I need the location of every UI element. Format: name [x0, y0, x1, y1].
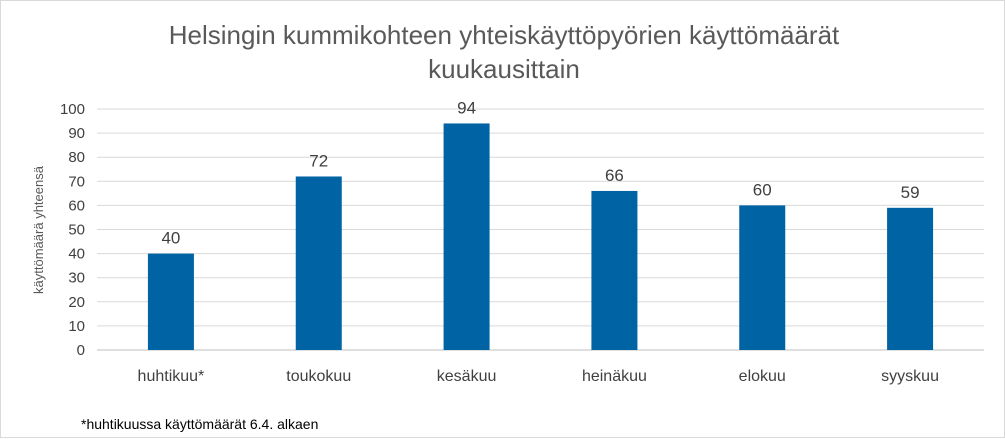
y-tick-label: 40	[68, 246, 85, 263]
data-label: 66	[605, 166, 624, 185]
x-category-label: kesäkuu	[437, 368, 497, 385]
y-tick-label: 50	[68, 222, 85, 239]
bar	[739, 205, 786, 350]
x-category-label: heinäkuu	[582, 368, 647, 385]
y-tick-label: 100	[60, 101, 85, 118]
y-tick-label: 70	[68, 173, 85, 190]
gridlines	[97, 108, 984, 351]
x-axis-categories: huhtikuu* toukokuu kesäkuu heinäkuu elokuu sy…	[138, 368, 939, 385]
bar	[295, 176, 342, 350]
x-category-label: syyskuu	[881, 368, 939, 385]
bar	[443, 123, 490, 351]
data-label: 72	[309, 151, 328, 170]
data-label: 40	[161, 229, 180, 248]
x-category-label: elokuu	[739, 368, 786, 385]
y-axis-ticks: 0 10 20 30 40 50 60 70 80 90 100	[60, 101, 85, 359]
y-tick-label: 10	[68, 318, 85, 335]
y-tick-label: 80	[68, 149, 85, 166]
chart-title-line-2: kuukausittain	[428, 54, 580, 84]
data-labels: 40 72 94 66 60 59	[161, 98, 919, 247]
y-axis-label: käyttömäärä yhteensä	[31, 165, 46, 294]
y-tick-label: 30	[68, 270, 85, 287]
data-label: 59	[901, 183, 920, 202]
bars	[147, 123, 934, 351]
chart-title-line-1: Helsingin kummikohteen yhteiskäyttöpyöri…	[169, 20, 840, 50]
data-label: 60	[753, 180, 772, 199]
bar	[591, 190, 638, 350]
y-tick-label: 90	[68, 125, 85, 142]
y-tick-label: 20	[68, 294, 85, 311]
bar	[887, 207, 934, 350]
x-category-label: huhtikuu*	[138, 368, 205, 385]
bar	[147, 253, 194, 350]
x-category-label: toukokuu	[286, 368, 351, 385]
footnote: *huhtikuussa käyttömäärät 6.4. alkaen	[81, 416, 318, 432]
y-tick-label: 60	[68, 197, 85, 214]
y-tick-label: 0	[77, 342, 85, 359]
data-label: 94	[457, 98, 476, 117]
